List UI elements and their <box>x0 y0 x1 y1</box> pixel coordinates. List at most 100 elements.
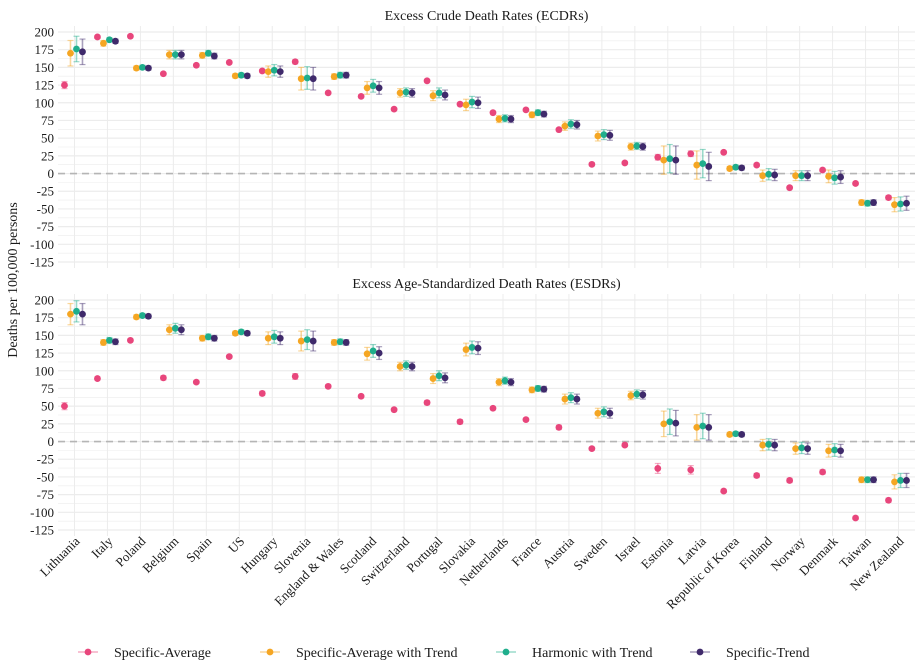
x-category-label: Estonia <box>638 533 676 571</box>
data-point <box>864 199 871 207</box>
data-point <box>192 61 200 69</box>
point-specific-trend <box>837 443 844 458</box>
data-point <box>621 441 629 449</box>
data-point <box>732 430 740 438</box>
data-point <box>73 45 80 53</box>
data-point <box>303 336 311 344</box>
point-specific-average-with-trend <box>495 377 503 387</box>
x-category-label: Finland <box>736 533 775 572</box>
point-specific-average-with-trend <box>693 150 701 180</box>
data-point <box>639 143 647 151</box>
data-point <box>375 84 383 92</box>
point-specific-average-with-trend <box>396 88 404 98</box>
point-specific-average <box>555 423 563 431</box>
data-point <box>363 350 371 358</box>
point-specific-average-with-trend <box>100 339 107 346</box>
point-specific-trend <box>79 302 86 326</box>
point-specific-average <box>819 166 826 174</box>
data-point <box>765 170 773 178</box>
data-point <box>67 49 74 57</box>
point-specific-average-with-trend <box>133 64 140 72</box>
point-specific-average-with-trend <box>297 66 305 91</box>
data-point <box>468 344 476 351</box>
data-point <box>732 163 740 171</box>
y-tick-label: 150 <box>35 60 55 75</box>
data-point <box>501 377 509 385</box>
data-point <box>139 312 146 319</box>
data-point <box>753 161 761 169</box>
data-point <box>522 106 530 114</box>
point-specific-average-with-trend <box>759 438 767 452</box>
point-harmonic-with-trend <box>402 360 410 370</box>
data-point <box>171 324 179 332</box>
point-harmonic-with-trend <box>864 476 871 484</box>
data-point <box>441 91 449 99</box>
data-point <box>133 313 140 321</box>
point-harmonic-with-trend <box>468 95 476 109</box>
data-point <box>858 199 865 206</box>
data-point <box>468 98 476 106</box>
data-point <box>342 339 350 346</box>
data-point <box>606 131 614 139</box>
data-point <box>324 382 332 390</box>
point-specific-average <box>654 462 662 474</box>
point-specific-average-with-trend <box>165 49 173 60</box>
point-specific-average-with-trend <box>133 313 140 321</box>
data-point <box>456 100 464 108</box>
point-specific-trend <box>309 330 317 352</box>
point-specific-average-with-trend <box>363 80 371 95</box>
data-point <box>198 51 206 59</box>
data-point <box>627 392 635 399</box>
point-specific-average-with-trend <box>231 329 239 337</box>
point-specific-average-with-trend <box>264 65 272 78</box>
point-specific-trend <box>441 89 449 101</box>
data-point <box>309 337 317 345</box>
point-specific-average <box>588 445 596 453</box>
data-point <box>127 336 134 344</box>
point-specific-average-with-trend <box>429 373 437 385</box>
y-tick-labels: 200 175 150 125 100 75 50 25 0 -25 -50 -75 -100 -125 <box>30 293 54 538</box>
point-specific-trend <box>606 129 614 141</box>
y-tick-label: -100 <box>30 505 54 520</box>
y-tick-label: 50 <box>41 399 54 414</box>
point-specific-trend <box>507 114 515 124</box>
point-harmonic-with-trend <box>600 406 608 418</box>
point-specific-average-with-trend <box>330 73 338 81</box>
point-specific-average-with-trend <box>660 410 668 438</box>
point-specific-trend <box>408 88 416 98</box>
data-point <box>567 120 575 128</box>
data-point <box>210 52 218 60</box>
data-point <box>258 390 266 397</box>
data-point <box>759 441 767 449</box>
point-specific-average <box>225 59 233 66</box>
data-point <box>666 155 674 163</box>
data-point <box>507 378 515 386</box>
point-harmonic-with-trend <box>270 329 278 344</box>
data-point <box>330 339 338 346</box>
data-point <box>171 51 179 59</box>
data-point <box>792 445 800 453</box>
point-harmonic-with-trend <box>501 376 509 385</box>
y-tick-label: 175 <box>35 310 55 325</box>
data-point <box>738 431 746 438</box>
point-specific-average-with-trend <box>792 442 800 455</box>
data-marks <box>61 300 910 522</box>
data-point <box>276 334 284 342</box>
point-specific-average-with-trend <box>858 199 865 206</box>
legend-item: Specific-Trend <box>690 646 809 661</box>
point-specific-average-with-trend <box>792 170 800 182</box>
point-harmonic-with-trend <box>106 36 113 44</box>
point-harmonic-with-trend <box>369 343 377 358</box>
data-point <box>297 75 305 83</box>
data-point <box>474 344 482 352</box>
point-specific-average-with-trend <box>297 330 305 352</box>
data-point <box>588 445 596 453</box>
y-axis-label: Deaths per 100,000 persons <box>6 202 21 358</box>
data-point <box>831 446 838 454</box>
y-tick-label: 25 <box>41 416 54 431</box>
data-point <box>204 49 212 57</box>
point-specific-average-with-trend <box>429 90 437 102</box>
point-specific-trend <box>276 331 284 346</box>
point-specific-trend <box>738 164 746 172</box>
point-harmonic-with-trend <box>831 170 838 185</box>
